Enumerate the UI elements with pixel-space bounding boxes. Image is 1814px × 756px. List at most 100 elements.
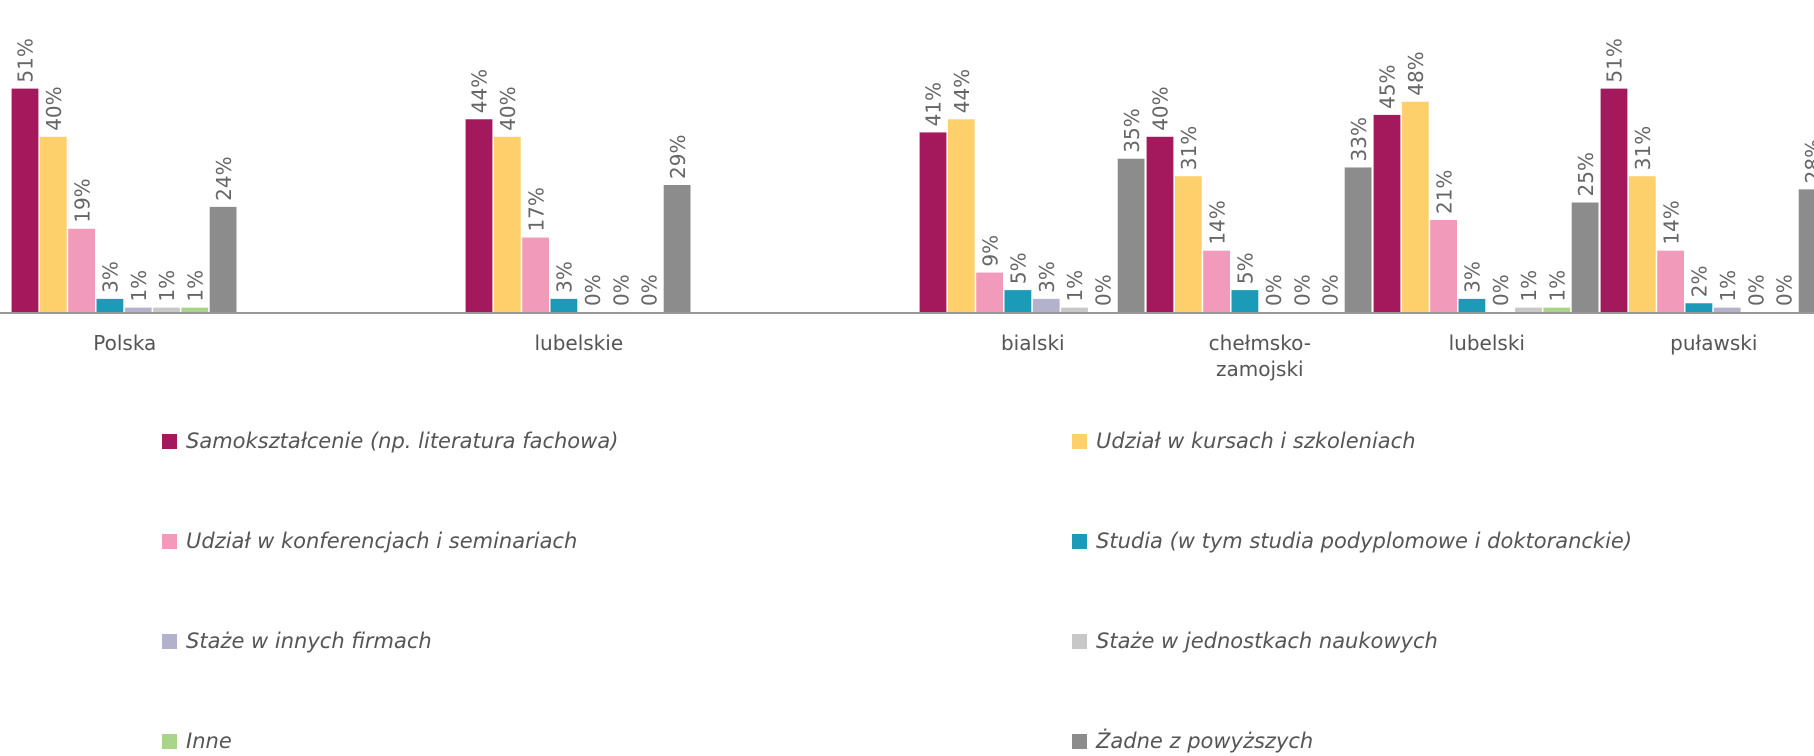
value-label: 17%	[524, 187, 548, 231]
bar	[181, 307, 209, 312]
bar	[976, 272, 1003, 312]
bar	[1032, 298, 1060, 312]
value-label: 48%	[1404, 51, 1428, 95]
bar	[522, 237, 549, 312]
value-label: 51%	[1603, 38, 1627, 82]
value-label: 33%	[1347, 117, 1371, 161]
legend-label: Żadne z powyższych	[1095, 728, 1313, 753]
value-label: 40%	[42, 86, 66, 130]
bar	[153, 307, 180, 312]
bar	[1600, 88, 1628, 313]
value-label: 29%	[666, 135, 690, 179]
legend-label: Staże w innych firmach	[186, 629, 432, 653]
value-label: 3%	[1035, 261, 1059, 293]
bar	[550, 298, 578, 312]
bar	[39, 136, 67, 312]
bar	[1571, 202, 1599, 312]
value-label: 19%	[70, 178, 94, 222]
legend-label: Studia (w tym studia podyplomowe i dokto…	[1096, 529, 1632, 553]
legend-swatch	[162, 734, 177, 749]
category-label: lubelskie	[534, 331, 624, 355]
legend-label: Udział w konferencjach i seminariach	[186, 529, 577, 553]
value-label: 0%	[1489, 274, 1513, 306]
value-label: 44%	[468, 69, 492, 113]
value-label: 0%	[609, 274, 633, 306]
value-label: 41%	[922, 82, 946, 126]
bar	[1146, 136, 1174, 312]
bar	[1543, 307, 1571, 312]
value-label: 0%	[638, 274, 662, 306]
value-label: 24%	[212, 156, 236, 200]
value-label: 1%	[1546, 270, 1570, 302]
bar	[209, 206, 237, 312]
value-label: 14%	[1659, 200, 1683, 244]
value-label: 31%	[1177, 126, 1201, 170]
value-label: 1%	[1063, 270, 1087, 302]
legend-swatch	[162, 534, 177, 549]
bar	[1798, 189, 1814, 312]
legend-swatch	[162, 434, 177, 449]
bar	[1117, 158, 1145, 312]
legend-label: Inne	[186, 729, 232, 753]
value-label: 1%	[1716, 270, 1740, 302]
value-label: 0%	[1290, 274, 1314, 306]
bar	[1061, 307, 1088, 312]
value-label: 0%	[1262, 274, 1286, 306]
category-label: puławski	[1670, 331, 1758, 355]
value-label: 0%	[1319, 274, 1343, 306]
category-label: chełmsko-zamojski	[1208, 331, 1311, 381]
legend-label: Staże w jednostkach naukowych	[1096, 629, 1438, 653]
value-label: 0%	[1773, 274, 1797, 306]
bar	[1458, 298, 1486, 312]
value-label: 25%	[1574, 152, 1598, 196]
value-label: 0%	[1092, 274, 1116, 306]
bar	[1628, 176, 1656, 312]
value-label: 1%	[155, 270, 179, 302]
bar	[493, 136, 521, 312]
value-label: 14%	[1205, 200, 1229, 244]
category-label: Polska	[93, 331, 157, 355]
value-label: 44%	[950, 69, 974, 113]
value-label: 1%	[1517, 270, 1541, 302]
legend-swatch	[1072, 534, 1087, 549]
bar	[663, 184, 691, 312]
bar	[1231, 290, 1259, 312]
bar	[96, 298, 124, 312]
bar	[1004, 290, 1032, 312]
bar	[1174, 176, 1202, 312]
bar	[1515, 307, 1542, 312]
value-label: 0%	[1744, 274, 1768, 306]
value-label: 1%	[184, 270, 208, 302]
bar	[1685, 303, 1713, 312]
value-label: 35%	[1120, 108, 1144, 152]
legend-swatch	[1072, 434, 1087, 449]
bar	[1373, 114, 1401, 313]
bar	[11, 88, 39, 313]
value-label: 51%	[14, 38, 38, 82]
bar	[1344, 167, 1372, 312]
value-label: 3%	[99, 261, 123, 293]
value-label: 40%	[1149, 86, 1173, 130]
bar	[919, 132, 947, 312]
value-label: 0%	[581, 274, 605, 306]
bar	[465, 119, 493, 312]
value-label: 45%	[1376, 64, 1400, 108]
category-label: lubelski	[1448, 331, 1525, 355]
bar	[68, 228, 95, 312]
bar	[947, 119, 975, 312]
value-label: 28%	[1801, 139, 1814, 183]
bar	[124, 307, 152, 312]
value-label: 3%	[553, 261, 577, 293]
category-label: bialski	[1000, 331, 1065, 355]
value-label: 5%	[1234, 252, 1258, 284]
bar	[1401, 101, 1429, 312]
legend-swatch	[162, 634, 177, 649]
value-label: 2%	[1688, 266, 1712, 298]
value-label: 1%	[127, 270, 151, 302]
bar	[1713, 307, 1741, 312]
bar	[1657, 250, 1684, 312]
bar	[1430, 220, 1457, 312]
legend-swatch	[1072, 734, 1087, 749]
